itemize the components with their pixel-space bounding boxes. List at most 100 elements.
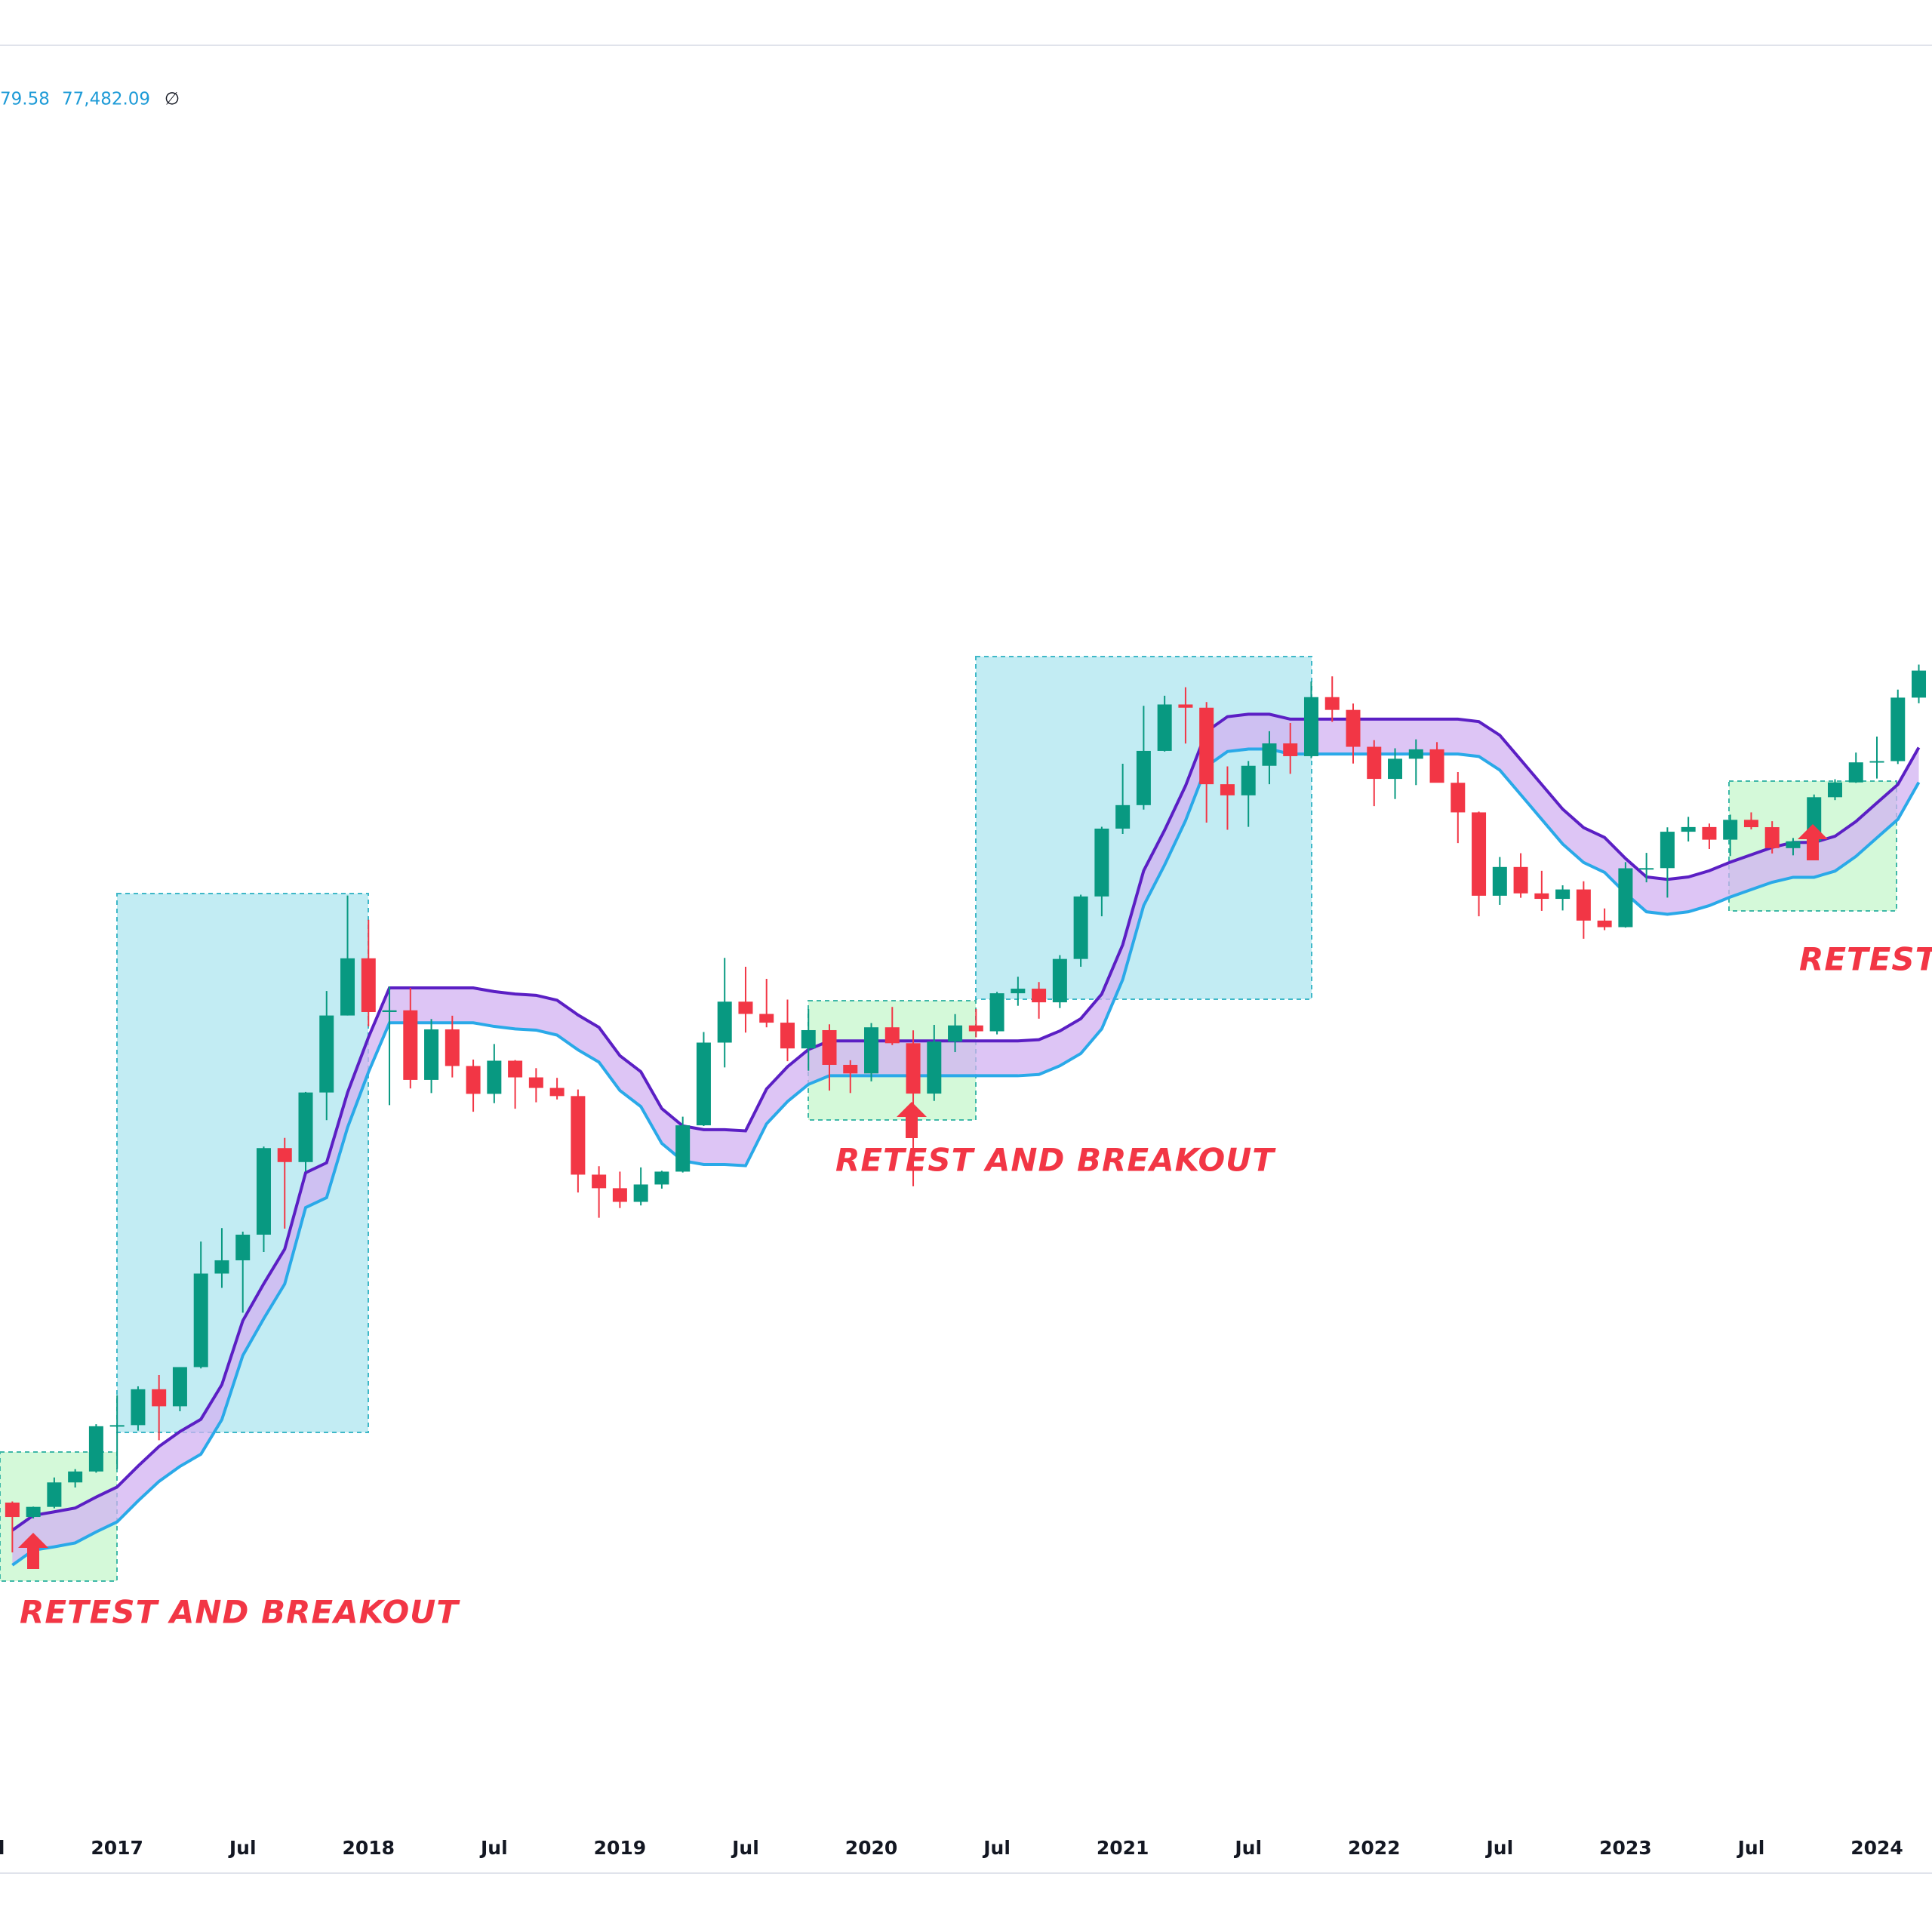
- candle-body: [193, 1273, 208, 1367]
- candle-body: [1597, 920, 1612, 928]
- legend-value: 79.58: [0, 90, 50, 109]
- candle-body: [277, 1148, 292, 1162]
- candle-body: [1115, 804, 1131, 829]
- candle-body: [1262, 743, 1277, 766]
- candle-body: [1639, 868, 1654, 870]
- candle-body: [1660, 832, 1675, 869]
- candle-body: [88, 1426, 103, 1472]
- x-tick-label: 2024: [1850, 1837, 1903, 1859]
- candle-body: [1429, 749, 1444, 783]
- up-arrow: [1798, 824, 1828, 860]
- candle-body: [612, 1188, 627, 1202]
- candle-body: [1346, 709, 1361, 747]
- x-tick-label: 2018: [342, 1837, 395, 1859]
- x-tick-label: Jul: [1484, 1837, 1513, 1859]
- candle-body: [109, 1425, 125, 1427]
- candle-body: [172, 1367, 187, 1407]
- candle-body: [1283, 743, 1298, 756]
- candle-body: [1555, 889, 1571, 900]
- candle-body: [1492, 866, 1507, 896]
- candle-body: [1157, 704, 1172, 751]
- x-tick-label: Jul: [479, 1837, 508, 1859]
- candle-body: [1199, 707, 1214, 785]
- annotation: RETEST AND BREAKOUT: [1799, 941, 1932, 978]
- candle-body: [801, 1029, 816, 1049]
- candle-body: [1032, 989, 1047, 1003]
- candle-body: [759, 1014, 774, 1023]
- candle-body: [989, 993, 1004, 1032]
- candle-body: [1869, 761, 1884, 763]
- candle-body: [256, 1148, 271, 1235]
- candle-body: [1890, 697, 1906, 761]
- candle-body: [1618, 868, 1633, 928]
- candle-body: [1472, 812, 1487, 896]
- legend-value: 77,482.09: [62, 90, 150, 109]
- candle-body: [843, 1064, 858, 1074]
- candle-body: [466, 1066, 481, 1094]
- band-line: [11, 712, 1921, 1532]
- candle-body: [968, 1025, 983, 1032]
- candle-body: [361, 958, 376, 1012]
- candle-body: [571, 1096, 586, 1175]
- x-tick-label: 2020: [845, 1837, 898, 1859]
- candle-body: [549, 1088, 565, 1097]
- candle-body: [1764, 827, 1780, 848]
- candle-body: [1743, 820, 1758, 828]
- candle-body: [1367, 746, 1382, 780]
- x-tick-label: 2017: [91, 1837, 143, 1859]
- candle-body: [1220, 784, 1235, 795]
- candle-body: [424, 1029, 439, 1080]
- candle-body: [864, 1027, 879, 1074]
- candle-body: [235, 1235, 251, 1260]
- candle-body: [26, 1506, 41, 1518]
- candle-body: [738, 1001, 753, 1014]
- x-tick-label: Jul: [228, 1837, 257, 1859]
- candle-body: [47, 1482, 62, 1507]
- candle-body: [927, 1041, 942, 1094]
- candle-body: [1073, 896, 1088, 959]
- candle-body: [445, 1029, 460, 1066]
- candle-body: [1052, 958, 1067, 1003]
- candle-body: [1702, 826, 1717, 840]
- candle-body: [1388, 758, 1403, 780]
- candle-body: [68, 1471, 83, 1483]
- candle-body: [696, 1042, 711, 1126]
- candle-body: [403, 1010, 418, 1080]
- candle-body: [654, 1171, 669, 1185]
- candle-body: [1513, 866, 1528, 894]
- candle-body: [884, 1027, 900, 1044]
- candle-body: [382, 1010, 397, 1012]
- candle-body: [1136, 750, 1151, 805]
- annotation: RETEST AND BREAKOUT: [20, 1594, 460, 1631]
- candle-body: [298, 1092, 313, 1162]
- candle-body: [1408, 749, 1423, 759]
- candle-body: [633, 1184, 648, 1202]
- candle-body: [1681, 826, 1696, 832]
- candle-body: [1576, 889, 1591, 921]
- candle-body: [717, 1001, 732, 1043]
- x-tick-label: Jul: [1737, 1837, 1765, 1859]
- x-tick-label: 2021: [1097, 1837, 1149, 1859]
- candle-body: [152, 1389, 167, 1407]
- candle-body: [1011, 989, 1026, 994]
- band-line: [11, 747, 1921, 1567]
- candle-body: [508, 1060, 523, 1078]
- candle-body: [340, 958, 355, 1016]
- arrows: [18, 824, 1828, 1569]
- x-tick-label: Jul: [1233, 1837, 1262, 1859]
- candle-body: [1241, 765, 1256, 795]
- candle-body: [1723, 820, 1738, 840]
- candle-body: [1534, 893, 1549, 900]
- x-tick-label: 2022: [1348, 1837, 1401, 1859]
- x-tick-label: Jul: [731, 1837, 759, 1859]
- x-tick-label: 2023: [1599, 1837, 1652, 1859]
- x-tick-label: Jul: [0, 1837, 5, 1859]
- candle-body: [1178, 704, 1193, 708]
- up-arrow: [897, 1102, 927, 1138]
- candle-body: [131, 1389, 146, 1426]
- candle-body: [1912, 670, 1927, 698]
- candle-body: [1451, 783, 1466, 813]
- x-tick-label: Jul: [982, 1837, 1011, 1859]
- candle-body: [1324, 697, 1340, 710]
